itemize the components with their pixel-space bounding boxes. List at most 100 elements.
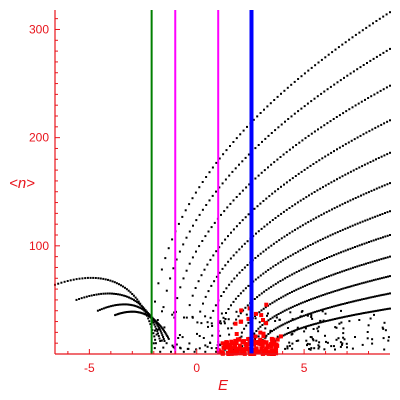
data-point bbox=[340, 309, 342, 312]
data-point bbox=[350, 139, 353, 142]
data-point bbox=[324, 56, 327, 59]
data-point bbox=[310, 316, 313, 318]
highlight-point bbox=[253, 334, 258, 339]
data-point bbox=[356, 222, 359, 225]
data-point bbox=[354, 197, 357, 199]
data-point bbox=[301, 301, 304, 304]
data-point bbox=[364, 219, 367, 222]
data-point bbox=[143, 309, 146, 312]
data-point bbox=[322, 186, 324, 189]
data-point bbox=[172, 267, 175, 270]
data-point bbox=[280, 212, 283, 215]
data-point bbox=[185, 236, 188, 239]
data-point bbox=[182, 350, 185, 353]
data-point bbox=[344, 143, 347, 146]
data-point bbox=[232, 141, 235, 143]
highlight-point bbox=[257, 341, 262, 346]
data-point bbox=[157, 335, 160, 337]
highlight-point bbox=[269, 348, 274, 353]
data-point bbox=[340, 321, 343, 324]
data-point bbox=[133, 310, 136, 313]
data-point bbox=[204, 350, 207, 353]
data-point bbox=[264, 270, 267, 273]
highlight-point bbox=[242, 339, 246, 344]
data-point bbox=[361, 220, 364, 223]
highlight-point bbox=[226, 350, 231, 355]
highlight-point bbox=[261, 339, 266, 344]
data-point bbox=[329, 306, 332, 309]
data-point bbox=[333, 150, 335, 153]
data-point bbox=[109, 279, 112, 282]
data-point bbox=[354, 313, 357, 316]
data-point bbox=[230, 327, 233, 330]
data-point bbox=[110, 305, 113, 308]
data-point bbox=[179, 286, 182, 289]
data-point bbox=[320, 92, 323, 95]
data-point bbox=[361, 343, 364, 346]
data-point bbox=[131, 304, 134, 307]
data-point bbox=[305, 196, 308, 199]
data-point bbox=[291, 342, 294, 345]
data-point bbox=[322, 319, 325, 322]
data-point bbox=[230, 280, 233, 283]
data-point bbox=[317, 61, 320, 64]
data-point bbox=[235, 310, 238, 313]
data-point bbox=[100, 292, 103, 295]
data-point bbox=[120, 294, 123, 297]
data-point bbox=[94, 277, 97, 279]
data-point bbox=[278, 325, 281, 328]
data-point bbox=[145, 311, 148, 314]
data-point bbox=[220, 213, 222, 216]
data-point bbox=[364, 98, 366, 101]
data-point bbox=[129, 310, 132, 313]
data-point bbox=[318, 321, 321, 324]
data-point bbox=[228, 174, 231, 177]
data-point bbox=[317, 128, 319, 131]
data-point bbox=[183, 316, 185, 319]
data-point bbox=[358, 264, 361, 267]
data-point bbox=[129, 297, 132, 300]
data-point bbox=[267, 246, 270, 249]
data-point bbox=[276, 158, 279, 161]
data-point bbox=[152, 332, 155, 335]
data-point bbox=[152, 342, 155, 345]
data-point bbox=[160, 339, 163, 342]
data-point bbox=[316, 296, 319, 299]
data-point bbox=[370, 189, 373, 192]
data-point bbox=[318, 341, 321, 344]
data-point bbox=[380, 258, 383, 261]
data-point bbox=[224, 238, 227, 241]
data-point bbox=[223, 320, 226, 323]
data-point bbox=[147, 317, 150, 320]
data-point bbox=[98, 308, 101, 311]
data-point bbox=[386, 183, 389, 186]
data-point bbox=[328, 292, 331, 294]
data-point bbox=[284, 347, 287, 350]
data-point bbox=[337, 337, 340, 340]
data-point bbox=[163, 331, 166, 333]
data-point bbox=[361, 29, 364, 32]
data-point bbox=[302, 197, 305, 200]
data-point bbox=[208, 199, 211, 202]
data-point bbox=[78, 277, 81, 280]
data-point bbox=[327, 307, 330, 309]
data-point bbox=[343, 269, 346, 272]
data-point bbox=[310, 132, 313, 135]
data-point bbox=[383, 348, 386, 351]
data-point bbox=[123, 303, 126, 306]
data-point bbox=[354, 336, 356, 338]
data-point bbox=[381, 293, 384, 296]
data-point bbox=[295, 288, 298, 291]
highlight-point bbox=[259, 313, 264, 318]
data-point bbox=[227, 308, 230, 310]
data-point bbox=[369, 217, 372, 220]
data-point bbox=[225, 149, 228, 152]
data-point bbox=[154, 325, 157, 328]
data-point bbox=[323, 348, 326, 351]
data-point bbox=[304, 246, 307, 249]
data-point bbox=[316, 240, 319, 243]
data-point bbox=[133, 299, 135, 302]
data-point bbox=[72, 278, 75, 281]
data-point bbox=[389, 210, 391, 213]
data-point bbox=[295, 317, 298, 320]
